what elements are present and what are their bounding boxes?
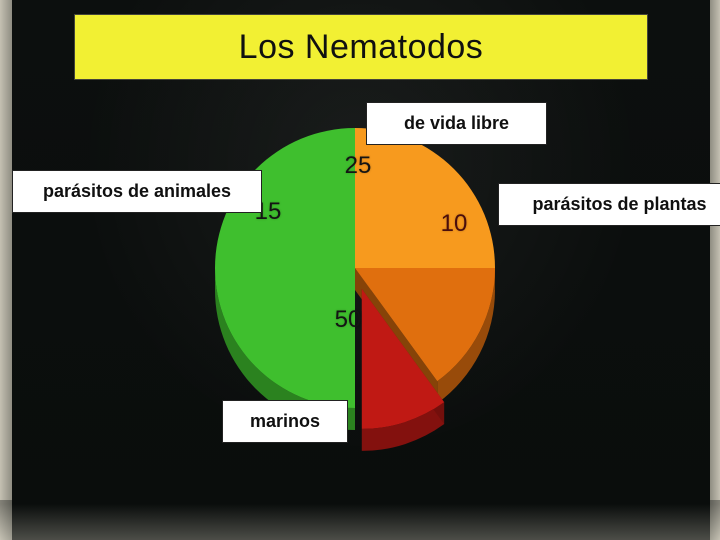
slide-stage: Los Nematodos 25 15 10 50 de vida libre … <box>0 0 720 540</box>
label-vida-libre: de vida libre <box>366 102 547 145</box>
pie-value-25: 25 <box>345 152 372 180</box>
label-parasitos-animales: parásitos de animales <box>12 170 262 213</box>
label-parasitos-plantas: parásitos de plantas <box>498 183 720 226</box>
pie-value-10: 10 <box>441 210 468 238</box>
pie-value-50: 50 <box>335 306 362 334</box>
label-marinos: marinos <box>222 400 348 443</box>
pie-chart <box>0 0 720 540</box>
